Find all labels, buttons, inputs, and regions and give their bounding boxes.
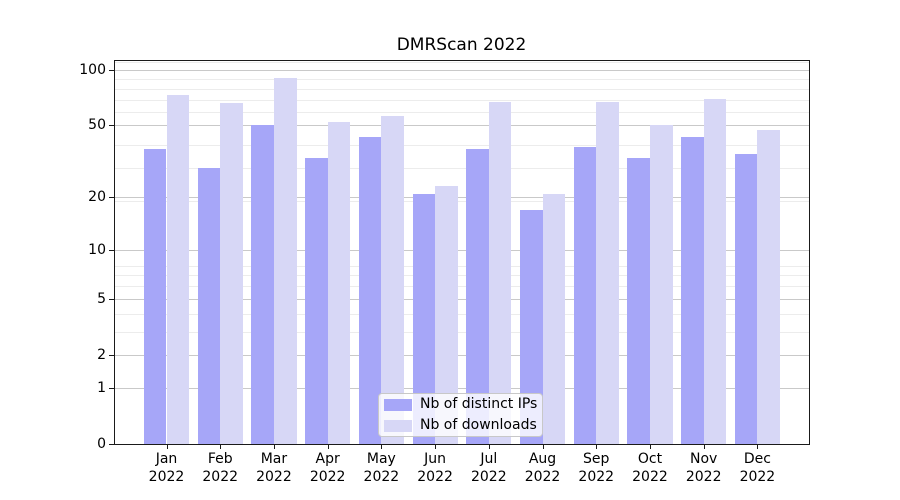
major-gridline (114, 298, 809, 300)
y-tick-label: 5 (97, 290, 106, 307)
y-tick (109, 197, 114, 199)
y-tick (109, 354, 114, 356)
minor-gridline (114, 88, 809, 90)
bar-distinct-ips (251, 125, 274, 444)
minor-gridline (114, 79, 809, 81)
bar-distinct-ips (197, 168, 221, 444)
major-gridline (114, 354, 809, 356)
x-tick (649, 444, 651, 449)
y-tick-label: 1 (97, 379, 106, 396)
legend-item-downloads: Nb of downloads (384, 417, 537, 433)
minor-gridline (114, 112, 809, 114)
bar-distinct-ips (573, 147, 597, 444)
x-tick-label: Oct 2022 (632, 451, 668, 485)
major-gridline (114, 249, 809, 251)
bar-distinct-ips (681, 137, 704, 444)
x-tick (327, 444, 329, 449)
bar-downloads (327, 122, 351, 444)
bar-distinct-ips (143, 149, 167, 444)
x-tick-label: May 2022 (363, 451, 400, 485)
y-tick-label: 10 (88, 241, 106, 258)
bar-downloads (381, 116, 404, 444)
x-tick-label: Dec 2022 (739, 451, 776, 485)
x-tick (542, 444, 544, 449)
y-tick-label: 20 (88, 189, 106, 206)
x-tick-label: Apr 2022 (309, 451, 346, 485)
chart-title: DMRScan 2022 (396, 35, 527, 55)
bar-downloads (757, 130, 780, 444)
x-tick (488, 444, 490, 449)
y-tick (109, 298, 114, 300)
bar-distinct-ips (734, 153, 758, 444)
x-tick-label: Jan 2022 (148, 451, 185, 485)
x-tick (166, 444, 168, 449)
bar-downloads (273, 78, 297, 444)
legend: Nb of distinct IPs Nb of downloads (378, 393, 543, 437)
major-gridline (114, 387, 809, 389)
x-tick (703, 444, 705, 449)
x-tick-label: Feb 2022 (202, 451, 239, 485)
bar-downloads (542, 193, 566, 444)
x-tick-label: Jul 2022 (470, 451, 507, 485)
bar-distinct-ips (519, 209, 543, 444)
major-gridline (114, 125, 809, 127)
legend-label-downloads: Nb of downloads (420, 417, 537, 433)
minor-gridline (114, 313, 809, 315)
bar-distinct-ips (627, 158, 650, 444)
bar-downloads (649, 125, 673, 444)
bar-distinct-ips (466, 149, 489, 444)
minor-gridline (114, 62, 809, 64)
legend-swatch-distinct-ips (384, 398, 412, 411)
minor-gridline (114, 286, 809, 288)
minor-gridline (114, 168, 809, 170)
bar-distinct-ips (305, 158, 328, 444)
minor-gridline (114, 201, 809, 203)
x-tick-label: Jun 2022 (417, 451, 453, 485)
x-tick (757, 444, 759, 449)
y-tick-label: 2 (97, 346, 106, 363)
bar-distinct-ips (358, 137, 382, 444)
y-tick (109, 69, 114, 71)
bar-downloads (703, 98, 727, 444)
x-tick (435, 444, 437, 449)
y-tick-label: 100 (79, 61, 106, 78)
major-gridline (114, 69, 809, 71)
bar-distinct-ips (412, 193, 436, 444)
x-tick-label: Mar 2022 (256, 451, 292, 485)
x-tick-label: Nov 2022 (685, 451, 722, 485)
x-tick-label: Aug 2022 (524, 451, 561, 485)
y-tick (109, 444, 114, 445)
legend-item-distinct-ips: Nb of distinct IPs (384, 396, 538, 412)
y-tick (109, 387, 114, 389)
legend-swatch-downloads (384, 419, 412, 432)
minor-gridline (114, 275, 809, 277)
legend-label-distinct-ips: Nb of distinct IPs (420, 396, 538, 412)
bar-downloads (435, 186, 458, 444)
y-tick (109, 125, 114, 127)
x-tick (381, 444, 383, 449)
plot-area (114, 60, 809, 444)
minor-gridline (114, 331, 809, 333)
x-tick (273, 444, 275, 449)
y-tick-label: 50 (88, 117, 106, 134)
minor-gridline (114, 265, 809, 267)
bar-downloads (166, 95, 190, 444)
x-tick-label: Sep 2022 (578, 451, 615, 485)
y-tick (109, 249, 114, 251)
major-gridline (114, 197, 809, 199)
minor-gridline (114, 99, 809, 101)
y-tick-label: 0 (97, 436, 106, 452)
bar-downloads (596, 102, 619, 444)
x-tick (596, 444, 598, 449)
minor-gridline (114, 145, 809, 147)
bar-downloads (220, 103, 243, 444)
x-tick (220, 444, 222, 449)
bar-downloads (488, 102, 512, 444)
